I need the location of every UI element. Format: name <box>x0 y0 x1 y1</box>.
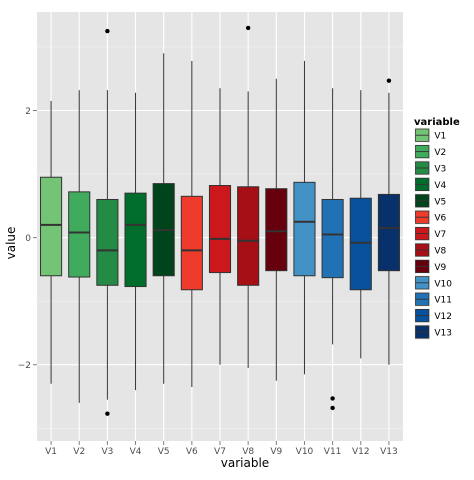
box-V2 <box>68 90 91 403</box>
legend-label: V7 <box>434 230 446 240</box>
x-tick-label: V10 <box>296 447 314 457</box>
box-iqr <box>349 197 372 291</box>
legend-label: V2 <box>434 148 446 158</box>
x-tick-label: V7 <box>214 447 226 457</box>
legend-item-V7: V7 <box>413 224 446 243</box>
y-tick-label: 2 <box>25 107 31 117</box>
legend-item-V6: V6 <box>413 208 447 226</box>
legend-item-V13: V13 <box>413 323 452 341</box>
x-tick-label: V8 <box>242 447 254 457</box>
outlier-point <box>105 28 110 34</box>
box-iqr <box>68 191 91 278</box>
x-tick-label: V1 <box>45 447 57 457</box>
outlier-point <box>386 78 392 83</box>
outlier-point <box>105 411 110 416</box>
box-iqr <box>265 188 288 272</box>
legend-label: V3 <box>434 165 446 175</box>
box-V6 <box>180 60 203 387</box>
outlier-point <box>330 405 335 411</box>
x-tick-label: V3 <box>101 447 113 457</box>
box-V12 <box>349 90 372 359</box>
box-iqr <box>40 176 63 277</box>
legend-label: V11 <box>434 296 452 306</box>
x-tick-label: V2 <box>73 447 85 457</box>
box-V7 <box>208 88 232 365</box>
box-V8 <box>237 25 260 368</box>
box-iqr <box>377 193 400 272</box>
box-iqr <box>237 186 260 286</box>
legend-item-V3: V3 <box>413 159 446 177</box>
legend-label: V4 <box>434 181 446 191</box>
x-tick-label: V5 <box>158 447 170 457</box>
legend-item-V12: V12 <box>413 306 452 325</box>
legend-label: V8 <box>434 247 446 257</box>
box-V9 <box>265 78 288 381</box>
outlier-point <box>245 25 251 31</box>
box-iqr <box>180 195 203 291</box>
box-V3 <box>96 28 119 416</box>
outlier-point <box>330 396 335 401</box>
x-tick-label: V12 <box>352 447 370 457</box>
box-V10 <box>293 60 316 375</box>
x-tick-label: V11 <box>324 447 342 457</box>
box-V5 <box>152 53 175 384</box>
box-iqr <box>96 198 119 286</box>
box-iqr <box>321 198 344 279</box>
legend-label: V13 <box>434 329 452 339</box>
box-iqr <box>208 185 232 274</box>
legend-item-V11: V11 <box>413 290 452 308</box>
legend-item-V10: V10 <box>413 274 452 292</box>
legend-item-V2: V2 <box>413 142 446 161</box>
legend-item-V9: V9 <box>413 257 447 276</box>
box-V13 <box>377 78 400 365</box>
x-tick-label: V13 <box>380 447 398 457</box>
y-axis-title: value <box>4 227 18 260</box>
legend-label: V10 <box>434 279 452 289</box>
y-axis: −2 0 2 <box>18 107 37 371</box>
box-V4 <box>124 92 147 391</box>
legend-label: V6 <box>434 214 446 224</box>
box-iqr <box>293 181 316 277</box>
legend-item-V1: V1 <box>413 126 446 144</box>
box-V1 <box>40 100 63 384</box>
box-iqr <box>124 192 147 288</box>
legend-label: V5 <box>434 197 446 207</box>
boxes-layer <box>40 25 400 416</box>
x-axis: V1 V2 V3 V4 V5 V6 V7 V8 V9 V10 V11 V12 V13 <box>45 441 398 457</box>
x-tick-label: V4 <box>130 447 142 457</box>
x-tick-label: V6 <box>186 447 198 457</box>
y-tick-label: −2 <box>18 361 31 371</box>
x-tick-label: V9 <box>270 447 282 457</box>
legend-item-V4: V4 <box>413 175 447 193</box>
legend: variable V1 V2 V3 V4 V5 V6 V7 V8 V9 V10 V11 V12 V13 <box>413 117 460 341</box>
legend-label: V9 <box>434 263 446 273</box>
legend-label: V12 <box>434 312 452 322</box>
box-V11 <box>321 88 344 411</box>
legend-item-V5: V5 <box>413 192 446 210</box>
legend-title: variable <box>414 117 460 128</box>
legend-item-V8: V8 <box>413 241 447 259</box>
y-tick-label: 0 <box>25 234 31 244</box>
x-axis-title: variable <box>221 456 269 470</box>
legend-label: V1 <box>434 132 446 142</box>
